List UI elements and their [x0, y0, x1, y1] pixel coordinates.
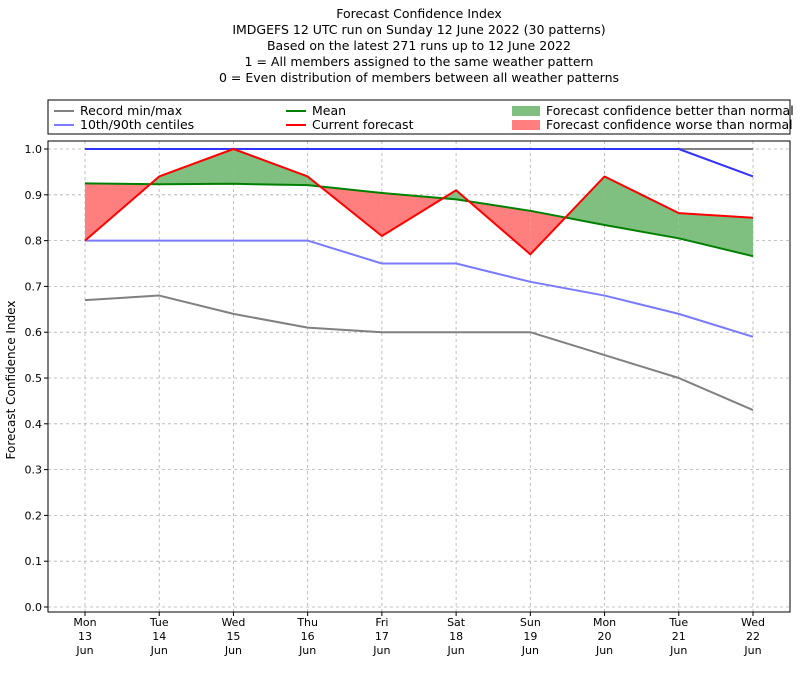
legend-label-1: 10th/90th centiles: [80, 117, 194, 132]
legend-label-3: Current forecast: [312, 117, 414, 132]
title-line-3: 1 = All members assigned to the same wea…: [245, 54, 594, 69]
fill-segment-1: [159, 149, 234, 185]
y-tick-label-9: 0.9: [25, 189, 43, 202]
y-axis-label: Forecast Confidence Index: [4, 301, 18, 460]
x-tick-label-9-2: Jun: [743, 644, 761, 657]
fill-segment-2: [233, 149, 308, 186]
x-tick-label-8-1: 21: [672, 630, 686, 643]
x-tick-label-0-2: Jun: [75, 644, 93, 657]
y-tick-label-4: 0.4: [25, 418, 43, 431]
y-tick-label-8: 0.8: [25, 235, 43, 248]
fill-segment-7: [604, 176, 679, 239]
legend-label-2: Mean: [312, 103, 346, 118]
y-tick-label-3: 0.3: [25, 464, 43, 477]
x-tick-label-4-2: Jun: [372, 644, 390, 657]
axes: 0.00.10.20.30.40.50.60.70.80.91.0Mon13Ju…: [25, 140, 791, 657]
x-tick-label-6-2: Jun: [521, 644, 539, 657]
fill-segment-6a: [530, 210, 566, 255]
legend-label-0: Record min/max: [80, 103, 182, 118]
y-tick-label-7: 0.7: [25, 280, 43, 293]
y-tick-label-1: 0.1: [25, 555, 43, 568]
x-tick-label-5-2: Jun: [447, 644, 465, 657]
x-tick-label-6-1: 19: [523, 630, 537, 643]
title-line-2: Based on the latest 271 runs up to 12 Ju…: [267, 38, 571, 53]
fill-segment-8: [678, 213, 753, 257]
plot-frame: [47, 140, 791, 613]
legend-fill-swatch-1: [512, 120, 540, 130]
legend-fill-label-1: Forecast confidence worse than normal: [546, 117, 793, 132]
series-line-record_min: [84, 294, 754, 411]
x-tick-label-2-1: 15: [226, 630, 240, 643]
fill-segment-4a: [381, 192, 444, 237]
x-tick-label-0-1: 13: [78, 630, 92, 643]
legend-box: [47, 99, 791, 135]
x-tick-label-5-1: 18: [449, 630, 463, 643]
y-tick-label-10: 1.0: [25, 143, 43, 156]
gridlines: [48, 141, 790, 612]
x-tick-label-3-1: 16: [301, 630, 315, 643]
y-tick-label-6: 0.6: [25, 326, 43, 339]
series-line-mean: [84, 182, 754, 258]
x-tick-label-4-0: Fri: [375, 616, 388, 629]
x-tick-label-3-0: Thu: [296, 616, 318, 629]
series-line-p10: [85, 239, 754, 338]
x-tick-label-2-0: Wed: [221, 616, 245, 629]
legend-fill-swatch-0: [512, 106, 540, 116]
y-tick-label-0: 0.0: [25, 601, 43, 614]
legend-fill-label-0: Forecast confidence better than normal: [546, 103, 794, 118]
x-tick-label-2-2: Jun: [224, 644, 242, 657]
x-tick-label-1-2: Jun: [150, 644, 168, 657]
fill-segment-6b: [565, 176, 605, 226]
x-tick-label-9-1: 22: [746, 630, 760, 643]
x-tick-label-4-1: 17: [375, 630, 389, 643]
x-tick-label-7-2: Jun: [595, 644, 613, 657]
series-lines: [84, 148, 754, 411]
x-tick-label-8-2: Jun: [669, 644, 687, 657]
x-tick-label-0-0: Mon: [73, 616, 96, 629]
x-tick-label-3-2: Jun: [298, 644, 316, 657]
x-tick-label-1-1: 14: [152, 630, 166, 643]
x-tick-label-6-0: Sun: [520, 616, 541, 629]
y-tick-label-5: 0.5: [25, 372, 43, 385]
series-line-current: [84, 148, 754, 256]
x-tick-label-7-0: Mon: [593, 616, 616, 629]
x-tick-label-8-0: Tue: [668, 616, 688, 629]
title-line-4: 0 = Even distribution of members between…: [219, 70, 619, 85]
x-tick-label-9-0: Wed: [741, 616, 765, 629]
x-tick-label-7-1: 20: [598, 630, 612, 643]
x-tick-label-1-0: Tue: [149, 616, 169, 629]
x-tick-label-5-0: Sat: [447, 616, 466, 629]
title-line-0: Forecast Confidence Index: [336, 6, 502, 21]
y-tick-label-2: 0.2: [25, 509, 43, 522]
series-line-p90: [85, 148, 754, 178]
title-line-1: IMDGEFS 12 UTC run on Sunday 12 June 202…: [232, 22, 605, 37]
